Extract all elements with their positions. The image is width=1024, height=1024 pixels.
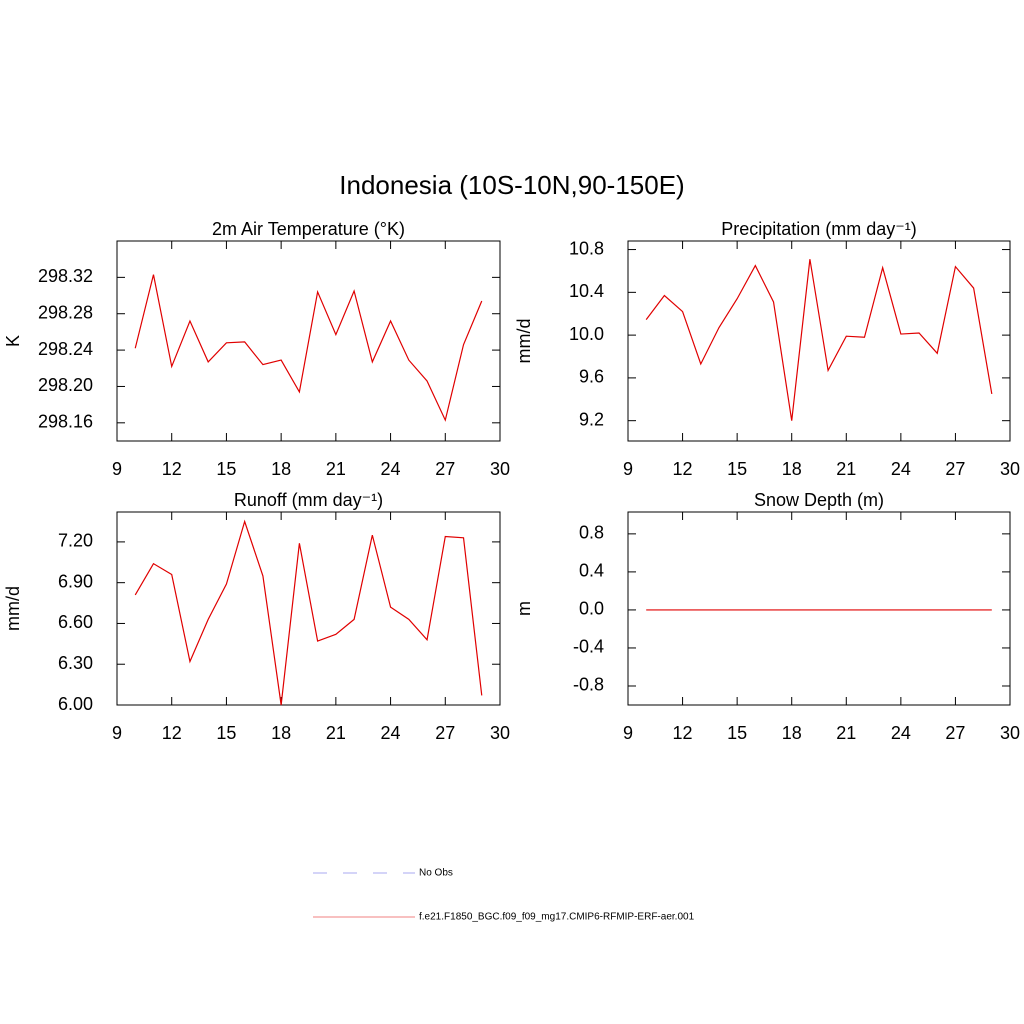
legend-label: No Obs xyxy=(419,868,453,879)
y-axis-label: mm/d xyxy=(3,586,23,631)
y-tick-label: 9.2 xyxy=(579,409,604,429)
y-tick-label: 0.4 xyxy=(579,561,604,581)
y-tick-label: 6.00 xyxy=(58,694,93,714)
x-tick-label: 12 xyxy=(673,723,693,743)
figure-title: Indonesia (10S-10N,90-150E) xyxy=(339,170,684,200)
y-tick-label: 10.8 xyxy=(569,238,604,258)
data-line xyxy=(645,259,993,421)
x-tick-label: 24 xyxy=(381,723,401,743)
x-tick-label: 15 xyxy=(727,723,747,743)
y-tick-label: 298.28 xyxy=(38,302,93,322)
y-tick-label: -0.4 xyxy=(573,637,604,657)
y-axis-label: m xyxy=(514,601,534,616)
x-tick-label: 27 xyxy=(435,459,455,479)
y-tick-label: 9.6 xyxy=(579,367,604,387)
x-tick-label: 30 xyxy=(1000,459,1020,479)
x-tick-label: 30 xyxy=(490,723,510,743)
y-tick-label: 298.16 xyxy=(38,412,93,432)
x-tick-label: 15 xyxy=(216,723,236,743)
x-tick-label: 24 xyxy=(891,723,911,743)
panel-title: Snow Depth (m) xyxy=(754,490,884,510)
x-tick-label: 15 xyxy=(727,459,747,479)
data-line xyxy=(134,519,483,706)
y-tick-label: 6.90 xyxy=(58,571,93,591)
x-tick-label: 18 xyxy=(782,723,802,743)
plot-frame xyxy=(116,240,501,442)
x-tick-label: 18 xyxy=(271,723,291,743)
y-tick-label: 10.0 xyxy=(569,324,604,344)
panel-title: Runoff (mm day⁻¹) xyxy=(234,490,383,510)
panel-title: Precipitation (mm day⁻¹) xyxy=(721,219,917,239)
y-axis-label: mm/d xyxy=(514,319,534,364)
x-tick-label: 21 xyxy=(836,459,856,479)
y-tick-label: 298.32 xyxy=(38,266,93,286)
x-tick-label: 12 xyxy=(162,459,182,479)
x-tick-label: 18 xyxy=(271,459,291,479)
x-tick-label: 12 xyxy=(162,723,182,743)
panel-title: 2m Air Temperature (°K) xyxy=(212,219,405,239)
x-tick-label: 9 xyxy=(623,459,633,479)
x-tick-label: 15 xyxy=(216,459,236,479)
x-tick-label: 9 xyxy=(112,723,122,743)
x-tick-label: 9 xyxy=(112,459,122,479)
y-tick-label: 10.4 xyxy=(569,281,604,301)
x-tick-label: 21 xyxy=(326,723,346,743)
x-tick-label: 21 xyxy=(326,459,346,479)
x-tick-label: 24 xyxy=(891,459,911,479)
y-tick-label: -0.8 xyxy=(573,675,604,695)
x-tick-label: 27 xyxy=(945,723,965,743)
x-tick-label: 24 xyxy=(381,459,401,479)
x-tick-label: 27 xyxy=(945,459,965,479)
data-line xyxy=(134,274,483,422)
y-tick-label: 298.20 xyxy=(38,375,93,395)
x-tick-label: 12 xyxy=(673,459,693,479)
y-axis-label: K xyxy=(3,335,23,347)
y-tick-label: 298.24 xyxy=(38,339,93,359)
x-tick-label: 30 xyxy=(490,459,510,479)
y-tick-label: 6.30 xyxy=(58,653,93,673)
y-tick-label: 7.20 xyxy=(58,531,93,551)
plot-frame xyxy=(627,511,1011,706)
plot-frame xyxy=(627,240,1011,442)
x-tick-label: 27 xyxy=(435,723,455,743)
x-tick-label: 18 xyxy=(782,459,802,479)
x-tick-label: 30 xyxy=(1000,723,1020,743)
y-tick-label: 0.0 xyxy=(579,599,604,619)
legend-label: f.e21.F1850_BGC.f09_f09_mg17.CMIP6-RFMIP… xyxy=(419,912,695,923)
x-tick-label: 21 xyxy=(836,723,856,743)
plot-frame xyxy=(116,511,501,706)
y-tick-label: 0.8 xyxy=(579,523,604,543)
y-tick-label: 6.60 xyxy=(58,612,93,632)
x-tick-label: 9 xyxy=(623,723,633,743)
